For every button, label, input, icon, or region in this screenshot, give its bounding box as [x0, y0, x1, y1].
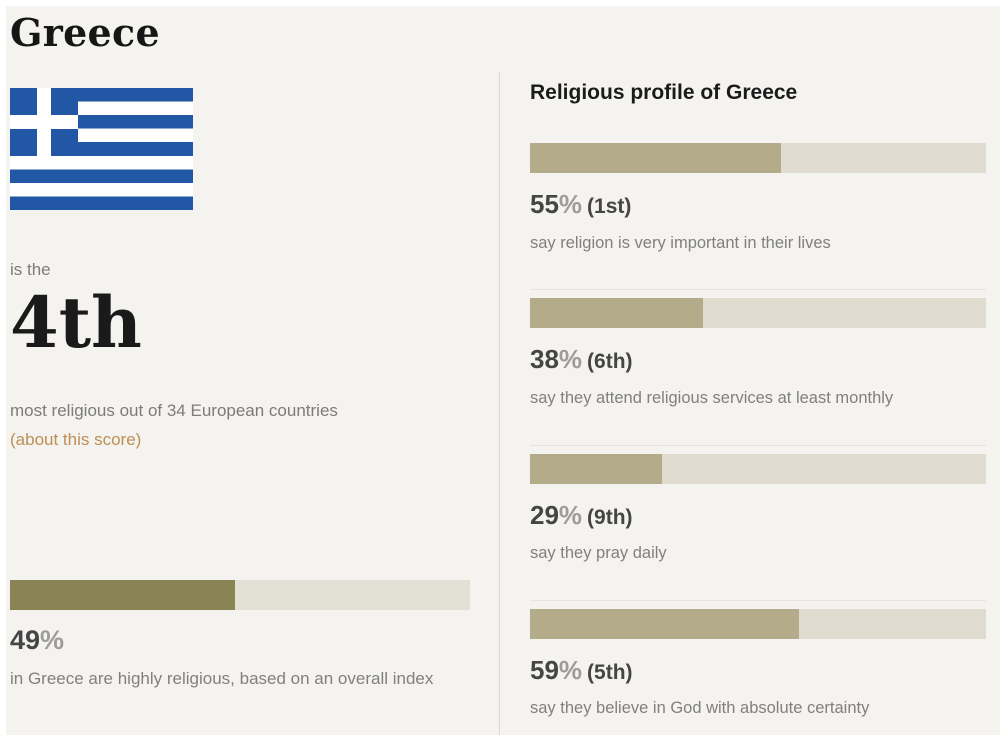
profile-row-importance: 55% (1st) say religion is very important …: [530, 143, 986, 256]
prayer-rank: (9th): [587, 505, 633, 529]
prayer-caption: say they pray daily: [530, 544, 667, 563]
page-title: Greece: [10, 10, 160, 55]
belief-rank: (5th): [587, 660, 633, 684]
country-summary-panel: Greece is the 4th most religious out of …: [10, 12, 470, 692]
rank-lead-in: is the: [10, 259, 51, 279]
flag-cross-horizontal: [10, 114, 78, 129]
prayer-value-line: 29% (9th): [530, 499, 986, 530]
percent-sign: %: [558, 499, 583, 530]
attendance-caption: say they attend religious services at le…: [530, 388, 894, 407]
percent-sign: %: [558, 344, 583, 375]
importance-caption: say religion is very important in their …: [530, 233, 831, 252]
rank-value: 4th: [10, 280, 142, 364]
prayer-value: 29: [530, 499, 559, 530]
profile-row-prayer: 29% (9th) say they pray daily: [530, 444, 986, 567]
attendance-bar: [530, 298, 986, 329]
belief-bar-fill: [530, 608, 800, 639]
overall-index-value: 49: [10, 625, 41, 656]
religious-profile-panel: Religious profile of Greece 55% (1st) say…: [530, 80, 986, 722]
profile-row-belief: 59% (5th) say they believe in God with ab…: [530, 599, 986, 722]
importance-bar-fill: [530, 143, 781, 174]
importance-value: 55: [530, 189, 559, 220]
prayer-bar-fill: [530, 453, 663, 484]
attendance-bar-fill: [530, 298, 704, 329]
attendance-rank: (6th): [587, 350, 633, 374]
importance-bar: [530, 143, 986, 174]
belief-caption: say they believe in God with absolute ce…: [530, 699, 870, 718]
column-divider: [499, 72, 500, 735]
belief-value: 59: [530, 654, 559, 685]
overall-index-caption: in Greece are highly religious, based on…: [10, 668, 434, 688]
importance-rank: (1st): [587, 195, 632, 219]
belief-bar: [530, 608, 986, 639]
flag-canton: [10, 87, 78, 156]
belief-value-line: 59% (5th): [530, 654, 986, 685]
percent-sign: %: [40, 625, 65, 656]
greece-flag: [10, 87, 193, 210]
attendance-value: 38: [530, 344, 559, 375]
profile-heading: Religious profile of Greece: [530, 81, 798, 104]
about-score-link[interactable]: (about this score): [10, 430, 142, 450]
attendance-value-line: 38% (6th): [530, 345, 986, 374]
importance-value-line: 55% (1st): [530, 190, 986, 219]
percent-sign: %: [558, 654, 583, 685]
prayer-bar: [530, 453, 986, 484]
overall-index-bar-fill: [10, 580, 236, 611]
percent-sign: %: [558, 189, 583, 220]
rank-context: most religious out of 34 European countr…: [10, 401, 338, 421]
overall-index-bar: [10, 580, 470, 611]
profile-row-attendance: 38% (6th) say they attend religious servi…: [530, 289, 986, 411]
overall-index-value-line: 49%: [10, 625, 470, 656]
